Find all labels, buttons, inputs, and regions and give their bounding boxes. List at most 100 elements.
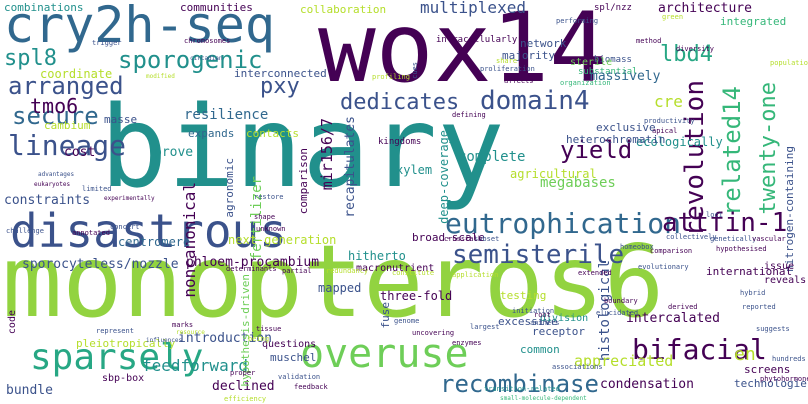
cloud-word: constraints <box>4 193 91 208</box>
cloud-word: represent <box>96 327 134 335</box>
cloud-word: cambium <box>44 119 91 132</box>
cloud-word: agronomic <box>223 158 236 218</box>
cloud-word: nitrogen-containing <box>783 146 796 272</box>
cloud-word: contacts <box>246 127 299 140</box>
cloud-word: proper <box>230 369 256 377</box>
cloud-word: appreciated <box>574 352 674 370</box>
cloud-word: complete <box>458 149 526 165</box>
cloud-word: concert <box>110 223 140 231</box>
cloud-word: integrated <box>720 15 787 28</box>
cloud-word: organization <box>560 79 611 87</box>
cloud-word: green <box>662 13 684 21</box>
cloud-word: challenge <box>6 227 44 235</box>
cloud-word: bundle <box>6 383 53 398</box>
cloud-word: efficiency <box>224 395 267 403</box>
cloud-word: shape <box>254 213 276 221</box>
cloud-word: boundary <box>604 297 638 305</box>
cloud-word: comparison <box>297 148 310 215</box>
cloud-word: related14 <box>718 86 746 217</box>
cloud-word: spl8 <box>4 46 57 71</box>
cloud-word: small-molecule-dependent <box>500 395 587 402</box>
cloud-word: unknown <box>256 225 286 233</box>
cloud-word: ecologically <box>636 135 723 149</box>
cloud-word: domain4 <box>480 86 590 116</box>
cloud-word: substantial <box>578 67 638 77</box>
cloud-word: introduction <box>178 331 272 346</box>
cloud-word: elucidated <box>596 309 639 317</box>
cloud-word: hybrid <box>740 289 766 297</box>
cloud-word: being <box>248 335 270 343</box>
cloud-word: macronutrient <box>356 263 435 274</box>
cloud-word: bifacial <box>632 333 767 366</box>
cloud-word: tissue <box>256 325 282 333</box>
cloud-word: yield <box>560 136 633 164</box>
cloud-word: massively <box>590 69 661 84</box>
cloud-word: agricultural <box>510 167 597 181</box>
cloud-word: hundreds <box>772 355 806 363</box>
cloud-word: issue <box>764 261 795 272</box>
cloud-word: resource <box>176 329 205 336</box>
cloud-word: deep-coverage <box>437 130 451 224</box>
cloud-word: annotated <box>72 229 110 237</box>
cloud-word: method <box>636 37 662 45</box>
cloud-word: attfin-1 <box>662 208 788 238</box>
cloud-word: defining <box>452 111 486 119</box>
cloud-word: cost <box>64 145 96 160</box>
cloud-word: recombinase <box>440 370 599 398</box>
cloud-word: fuse <box>379 302 392 329</box>
cloud-word: comparison <box>650 247 693 255</box>
cloud-word: multiplexed <box>420 0 526 17</box>
cloud-word: anthers <box>530 319 560 327</box>
cloud-word: mir156/7 <box>318 118 336 191</box>
cloud-word: phloem-procambium <box>186 255 320 270</box>
cloud-word: hypothesised <box>716 245 767 253</box>
cloud-word: tmo6 <box>30 94 79 118</box>
cloud-word: kingdoms <box>378 137 422 147</box>
cloud-word: secure <box>12 102 99 130</box>
cloud-word: sterile <box>570 57 613 68</box>
cloud-word: receptor <box>532 325 585 338</box>
cloud-word: spl/nzz <box>594 3 632 13</box>
cloud-word: combinations <box>4 1 84 14</box>
cloud-word: international <box>706 265 793 278</box>
cloud-word: profiling <box>372 73 410 81</box>
cloud-word: centromere <box>118 235 191 249</box>
cloud-word: crosstalk <box>444 235 482 243</box>
cloud-word: sporocyteless/nozzle <box>22 257 179 272</box>
cloud-word: en <box>734 344 756 365</box>
cloud-word: sparsely <box>30 337 204 378</box>
cloud-word: phytohormones <box>760 375 808 383</box>
cloud-word: network <box>520 37 567 50</box>
cloud-word: next-generation <box>228 233 337 247</box>
cloud-word: determinants <box>226 265 277 273</box>
cloud-word: xylem <box>396 163 433 177</box>
cloud-word: collectively <box>666 233 717 241</box>
cloud-word: application <box>452 271 499 279</box>
cloud-word: productivity <box>644 117 695 125</box>
cloud-word: three-fold <box>380 289 453 303</box>
cloud-word: proliferation <box>480 65 535 73</box>
cloud-word: division <box>540 313 589 324</box>
cloud-word: architecture <box>658 1 752 16</box>
cloud-word: arranged <box>8 72 124 100</box>
cloud-word: largest <box>470 323 500 331</box>
cloud-word: circadian <box>190 55 223 62</box>
cloud-word: transition-related <box>484 385 560 393</box>
cloud-word: extended <box>578 269 612 277</box>
cloud-word: collaboration <box>300 3 387 16</box>
cloud-word: code <box>7 310 18 335</box>
cloud-word: megabases <box>540 175 616 191</box>
cloud-word: masse <box>104 113 138 126</box>
cloud-word: cues <box>411 62 419 79</box>
cloud-word: genome <box>394 317 420 325</box>
cloud-word: intercalated <box>626 311 720 326</box>
cloud-word: mapped <box>318 281 362 295</box>
cloud-word: uncovering <box>412 329 455 337</box>
cloud-word: eukaryotes <box>34 181 71 188</box>
cloud-word: screens <box>744 363 791 376</box>
cloud-word: suggests <box>756 325 790 333</box>
cloud-word: derived <box>668 303 698 311</box>
cloud-word: chromosomes <box>184 37 231 45</box>
cloud-word: recapitulates <box>343 116 358 218</box>
cloud-word: advantages <box>38 171 75 178</box>
